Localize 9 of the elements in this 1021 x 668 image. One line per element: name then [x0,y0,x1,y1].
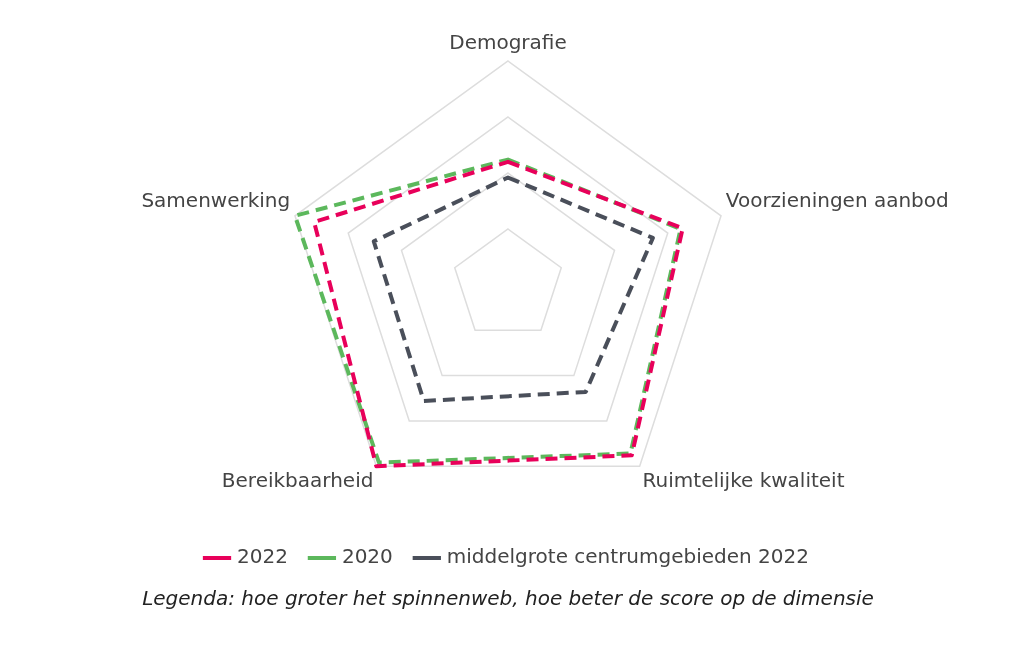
spoke-label: Ruimtelijke kwaliteit [642,468,845,493]
text: Legenda: hoe groter het spinnenweb, hoe beter de score op de dimensie [141,586,875,610]
spoke-label: Samenwerking [141,188,291,213]
legend-label: 2020 [341,544,393,569]
legend-label: middelgrote centrumgebieden 2022 [446,544,809,569]
spoke-label: Demografie [449,30,567,55]
spoke-label: Bereikbaarheid [221,468,374,493]
spoke-label: Voorzieningen aanbod [725,188,949,213]
legend-label: 2022 [237,544,288,569]
